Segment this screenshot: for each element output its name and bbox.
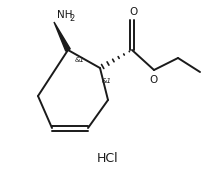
Text: O: O xyxy=(149,75,157,85)
Text: 2: 2 xyxy=(69,14,74,23)
Text: &1: &1 xyxy=(102,78,112,84)
Text: NH: NH xyxy=(57,10,73,20)
Polygon shape xyxy=(54,22,70,51)
Text: O: O xyxy=(129,7,137,17)
Text: HCl: HCl xyxy=(97,152,119,165)
Text: &1: &1 xyxy=(75,57,85,63)
